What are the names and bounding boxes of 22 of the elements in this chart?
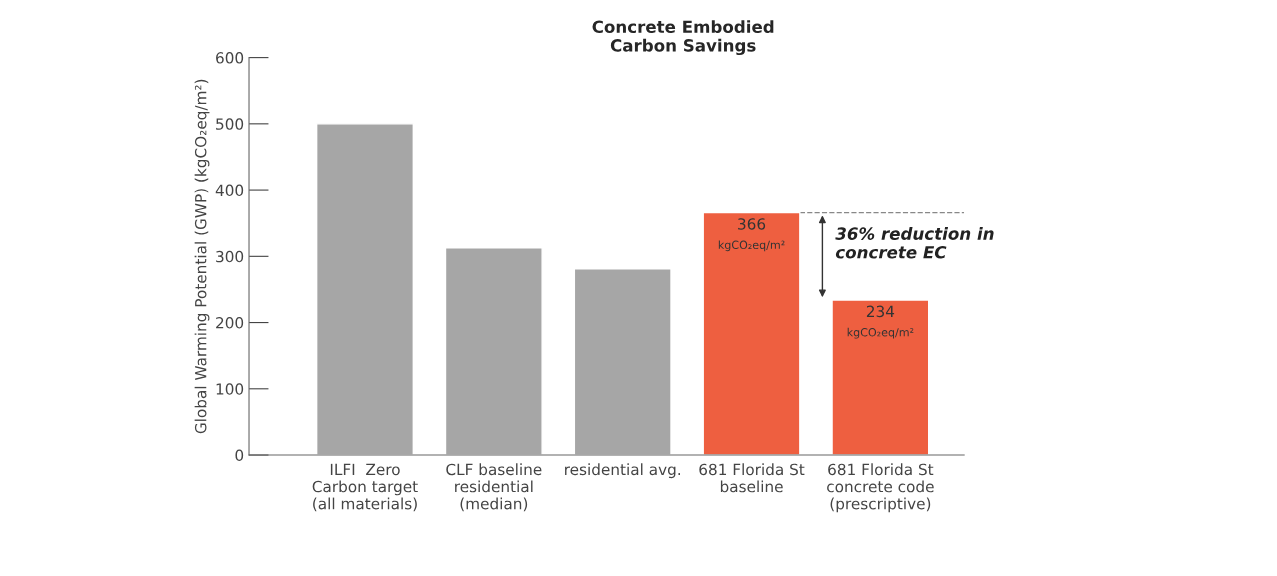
- y-tick-label: 200: [216, 317, 244, 329]
- annotation: 36% reduction in concrete EC: [835, 227, 994, 259]
- bar: [831, 299, 930, 456]
- y-axis-title: Global Warming Potential (GWP) (kgCO₂eq/m²): [194, 79, 210, 434]
- x-tick-label: ILFI Zero Carbon target (all materials): [312, 463, 418, 512]
- x-tick-label: CLF baseline residential (median): [446, 463, 542, 512]
- chart-title: Concrete Embodied Carbon Savings: [592, 20, 774, 56]
- y-tick-label: 0: [235, 449, 244, 462]
- y-tick-label: 100: [216, 383, 244, 395]
- bar: [444, 247, 543, 456]
- y-tick-label: 400: [215, 184, 244, 197]
- y-tick-label: 500: [216, 118, 244, 130]
- x-tick-label: residential avg.: [565, 463, 681, 479]
- y-tick-label: 600: [216, 52, 244, 64]
- x-tick-label: 681 Florida St concrete code (prescriptive): [827, 463, 934, 513]
- data-label: 234 kgCO₂eq/m²: [847, 305, 914, 339]
- bar: [315, 123, 414, 456]
- data-label: 366 kgCO₂eq/m²: [718, 218, 785, 252]
- bar: [702, 211, 801, 456]
- x-tick-label: 681 Florida St baseline: [699, 463, 805, 493]
- y-tick-label: 300: [216, 250, 244, 263]
- bar: [573, 268, 672, 456]
